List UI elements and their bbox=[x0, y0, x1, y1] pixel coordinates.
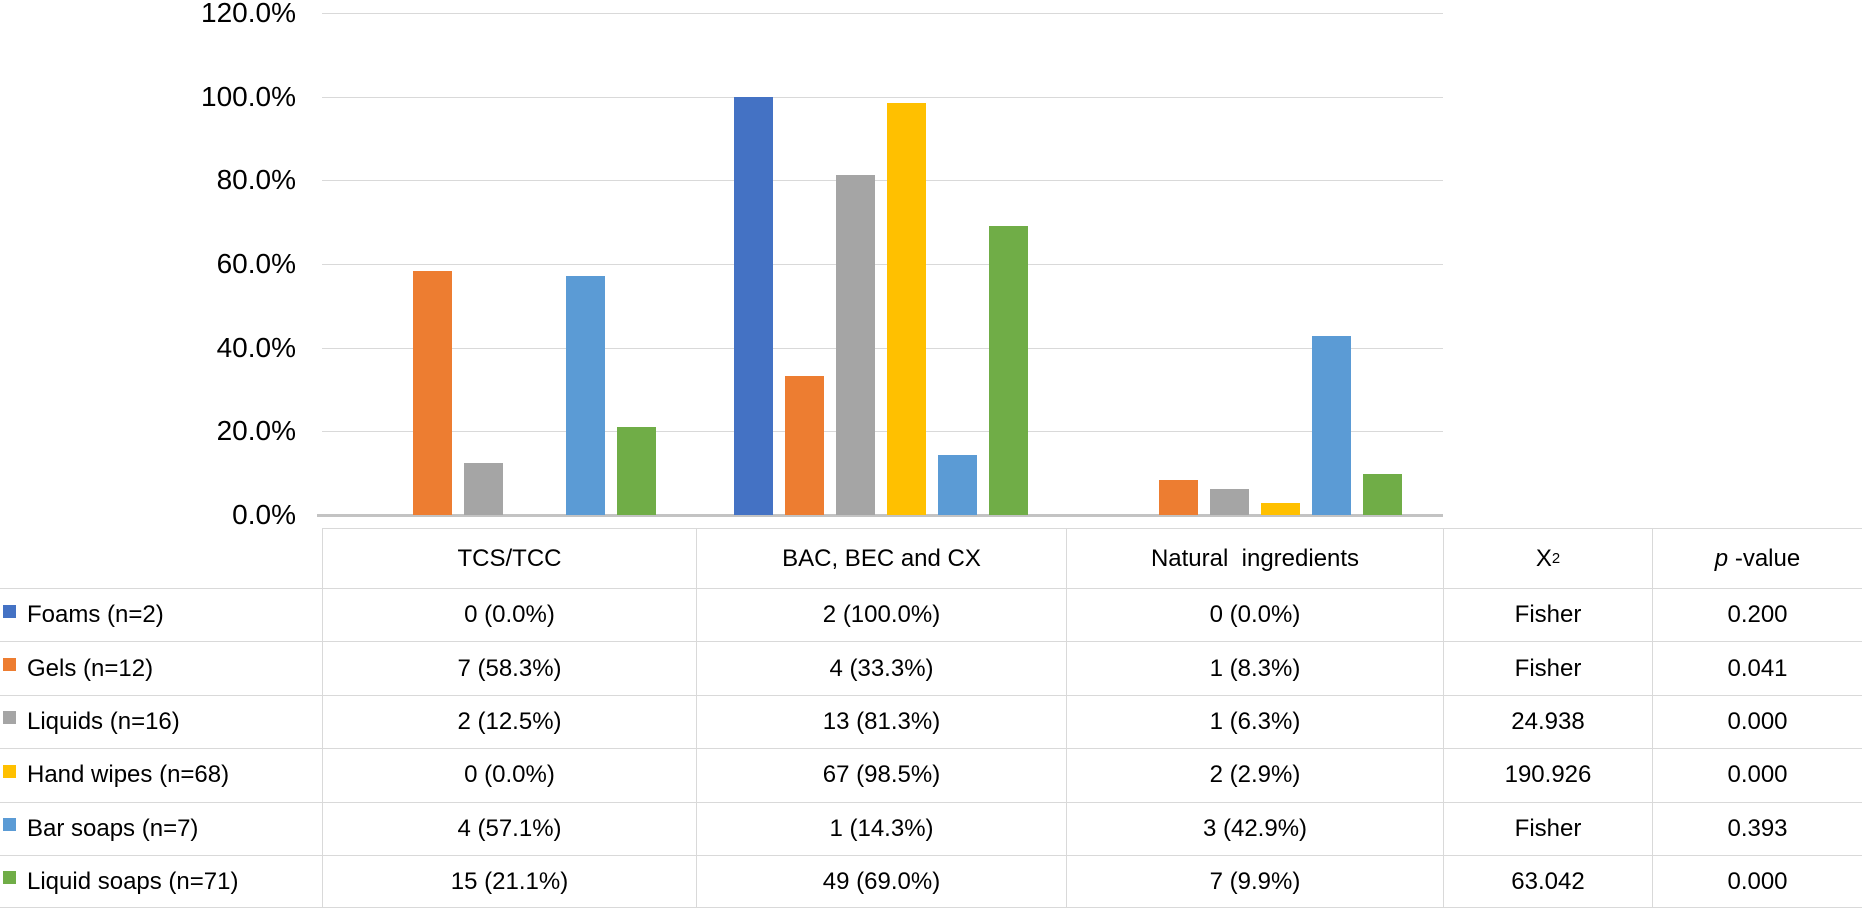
bar-gels-n-12-bac-bec-and-cx bbox=[785, 375, 824, 515]
table-cell: 0.000 bbox=[1652, 694, 1862, 749]
bar-group-tcs-tcc bbox=[322, 13, 696, 515]
table-cell: Fisher bbox=[1443, 588, 1652, 642]
bar-hand-wipes-n-68-bac-bec-and-cx bbox=[887, 102, 926, 515]
data-table: TCS/TCC BAC, BEC and CX Natural ingredie… bbox=[0, 528, 1862, 909]
bar-group-bac-bec-and-cx bbox=[696, 13, 1066, 515]
bar-foams-n-2-bac-bec-and-cx bbox=[734, 96, 773, 515]
table-cell: 4 (33.3%) bbox=[696, 641, 1066, 695]
bar-gels-n-12-tcs-tcc bbox=[413, 271, 452, 515]
legend-label-gels: Gels (n=12) bbox=[27, 654, 154, 682]
table-cell: 190.926 bbox=[1443, 748, 1652, 802]
legend-key-foams bbox=[3, 604, 16, 618]
column-header-tcs-tcc: TCS/TCC bbox=[322, 528, 696, 588]
y-tick-label-20: 20.0% bbox=[216, 415, 296, 447]
table-cell: 1 (6.3%) bbox=[1066, 694, 1443, 749]
gridline-20 bbox=[322, 431, 1443, 433]
y-tick-label-120: 120.0% bbox=[201, 0, 296, 28]
table-cell: Fisher bbox=[1443, 641, 1652, 695]
legend-label-liquids: Liquids (n=16) bbox=[27, 707, 180, 735]
legend-key-hand-wipes bbox=[3, 764, 16, 778]
gridline-120 bbox=[322, 13, 1443, 14]
bar-hand-wipes-n-68-natural-ingredients bbox=[1260, 502, 1300, 515]
legend-key-bar-soaps bbox=[3, 818, 16, 832]
table-cell: 63.042 bbox=[1443, 854, 1652, 909]
table-cell: 3 (42.9%) bbox=[1066, 801, 1443, 855]
table-cell: 2 (12.5%) bbox=[322, 694, 696, 749]
legend-row-hand-wipes: Hand wipes (n=68) bbox=[0, 748, 322, 801]
table-cell: 0.000 bbox=[1652, 854, 1862, 909]
y-tick-label-80: 80.0% bbox=[216, 164, 296, 196]
table-cell: 7 (9.9%) bbox=[1066, 854, 1443, 909]
gridline-40 bbox=[322, 347, 1443, 349]
legend-row-bar-soaps: Bar soaps (n=7) bbox=[0, 801, 322, 855]
legend-label-foams: Foams (n=2) bbox=[27, 601, 164, 629]
gridline-80 bbox=[322, 180, 1443, 182]
table-cell: 0.393 bbox=[1652, 801, 1862, 855]
bar-liquids-n-16-tcs-tcc bbox=[464, 462, 503, 515]
table-cell: 49 (69.0%) bbox=[696, 854, 1066, 909]
column-header-natural-ingredients: Natural ingredients bbox=[1066, 528, 1443, 588]
chi-base: X bbox=[1535, 544, 1552, 572]
bar-bar-soaps-n-7-bac-bec-and-cx bbox=[938, 455, 977, 515]
table-cell: 67 (98.5%) bbox=[696, 748, 1066, 802]
column-header-bac-bec-cx: BAC, BEC and CX bbox=[696, 528, 1066, 588]
legend-label-bar-soaps: Bar soaps (n=7) bbox=[27, 814, 199, 842]
table-cell: 24.938 bbox=[1443, 694, 1652, 749]
y-tick-label-40: 40.0% bbox=[216, 331, 296, 363]
column-header-p-value: p -value bbox=[1652, 528, 1862, 588]
chart-plot-area bbox=[317, 13, 1443, 517]
table-cell: 2 (100.0%) bbox=[696, 588, 1066, 642]
p-italic: p bbox=[1714, 544, 1729, 572]
legend-label-hand-wipes: Hand wipes (n=68) bbox=[27, 761, 230, 789]
table-cell: 15 (21.1%) bbox=[322, 854, 696, 909]
bar-bar-soaps-n-7-natural-ingredients bbox=[1311, 335, 1351, 515]
y-tick-label-60: 60.0% bbox=[216, 248, 296, 279]
bar-gels-n-12-natural-ingredients bbox=[1158, 480, 1198, 515]
legend-key-liquid-soaps bbox=[3, 871, 16, 885]
table-cell: Fisher bbox=[1443, 801, 1652, 855]
table-cell: 1 (14.3%) bbox=[696, 801, 1066, 855]
legend-row-liquid-soaps: Liquid soaps (n=71) bbox=[0, 854, 322, 909]
legend-row-foams: Foams (n=2) bbox=[0, 588, 322, 641]
bar-liquid-soaps-n-71-bac-bec-and-cx bbox=[989, 226, 1028, 515]
legend-key-gels bbox=[3, 658, 16, 672]
legend-label-liquid-soaps: Liquid soaps (n=71) bbox=[27, 867, 239, 895]
table-cell: 0 (0.0%) bbox=[1066, 588, 1443, 642]
table-cell: 0 (0.0%) bbox=[322, 748, 696, 802]
y-tick-label-0: 0.0% bbox=[232, 499, 296, 530]
y-tick-label-100: 100.0% bbox=[201, 80, 296, 112]
table-cell: 0 (0.0%) bbox=[322, 588, 696, 642]
legend-row-liquids: Liquids (n=16) bbox=[0, 694, 322, 748]
table-corner-cell bbox=[0, 528, 322, 588]
p-suffix: -value bbox=[1728, 544, 1801, 572]
table-cell: 0.200 bbox=[1652, 588, 1862, 642]
x-axis-line bbox=[317, 514, 1443, 517]
chi-superscript: 2 bbox=[1551, 550, 1561, 567]
legend-key-liquids bbox=[3, 711, 16, 725]
bar-liquid-soaps-n-71-natural-ingredients bbox=[1362, 473, 1402, 515]
bar-liquids-n-16-natural-ingredients bbox=[1209, 488, 1249, 515]
table-cell: 1 (8.3%) bbox=[1066, 641, 1443, 695]
bar-liquids-n-16-bac-bec-and-cx bbox=[836, 174, 875, 515]
table-cell: 0.000 bbox=[1652, 748, 1862, 802]
table-cell: 13 (81.3%) bbox=[696, 694, 1066, 749]
table-cell: 2 (2.9%) bbox=[1066, 748, 1443, 802]
table-cell: 4 (57.1%) bbox=[322, 801, 696, 855]
bar-bar-soaps-n-7-tcs-tcc bbox=[566, 276, 605, 515]
table-cell: 7 (58.3%) bbox=[322, 641, 696, 695]
bar-group-natural-ingredients bbox=[1066, 13, 1443, 515]
table-cell: 0.041 bbox=[1652, 641, 1862, 695]
gridline-60 bbox=[322, 264, 1443, 265]
legend-row-gels: Gels (n=12) bbox=[0, 641, 322, 694]
gridline-100 bbox=[322, 96, 1443, 98]
bar-liquid-soaps-n-71-tcs-tcc bbox=[617, 426, 656, 515]
